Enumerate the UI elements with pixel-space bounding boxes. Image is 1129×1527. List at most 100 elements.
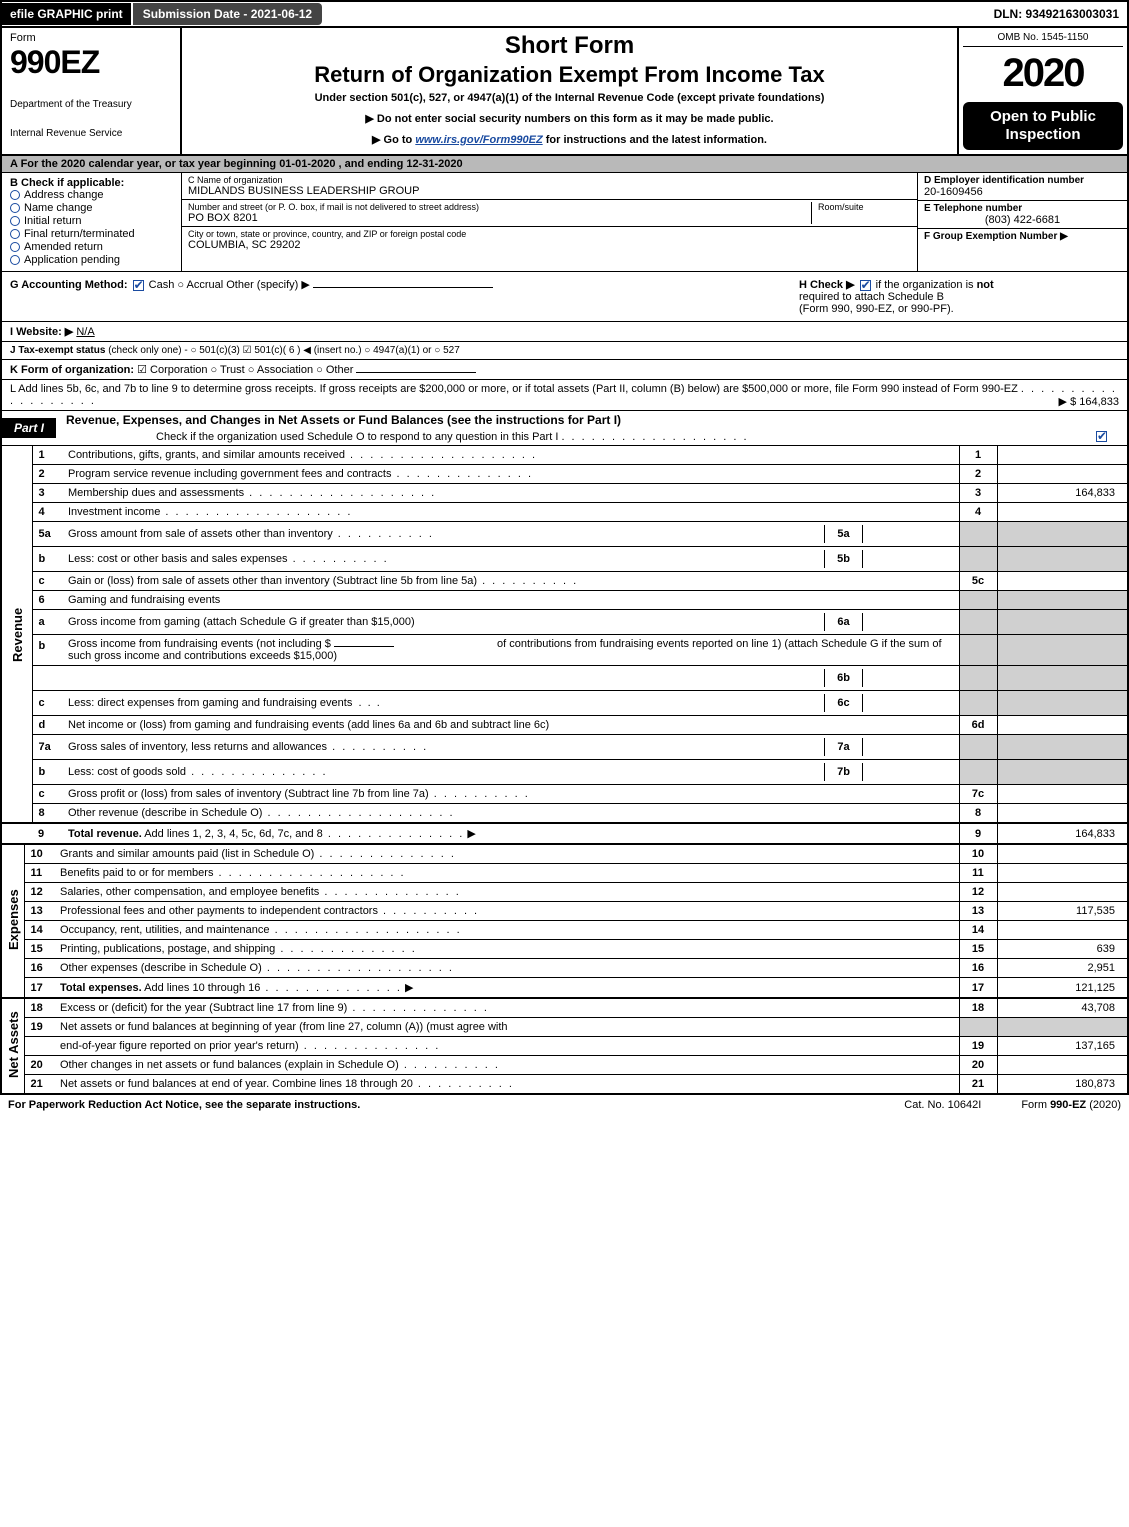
dln: DLN: 93492163003031 [994,7,1127,21]
address-row: Number and street (or P. O. box, if mail… [182,200,917,227]
line-desc: Other expenses (describe in Schedule O) [60,962,262,974]
org-name-row: C Name of organization MIDLANDS BUSINESS… [182,173,917,200]
line-desc: Gross sales of inventory, less returns a… [68,741,327,753]
tax-year: 2020 [963,51,1123,96]
goto-post: for instructions and the latest informat… [543,134,767,146]
line-7b: b Less: cost of goods sold7b [2,760,1127,785]
irs-link[interactable]: www.irs.gov/Form990EZ [415,134,542,146]
line-desc: Gross amount from sale of assets other t… [68,528,333,540]
checkbox-schedo[interactable] [1096,431,1107,442]
line-16-value: 2,951 [997,959,1127,978]
i-label: I Website: ▶ [10,326,73,338]
header-title-block: Short Form Return of Organization Exempt… [182,28,957,154]
chk-final-return[interactable]: Final return/terminated [10,228,173,240]
dots [288,553,389,565]
expenses-vlabel: Expenses [2,844,24,997]
header-form-block: Form 990EZ Department of the Treasury In… [2,28,182,154]
line-16: 16 Other expenses (describe in Schedule … [2,959,1127,978]
chk-label: Address change [24,189,104,201]
line-19b: end-of-year figure reported on prior yea… [2,1037,1127,1056]
line-17-value: 121,125 [997,978,1127,998]
footer-post: (2020) [1086,1099,1121,1111]
line-9: 9 Total revenue. Total revenue. Add line… [2,823,1127,843]
circle-icon [10,255,20,265]
header: Form 990EZ Department of the Treasury In… [2,28,1127,156]
chk-initial-return[interactable]: Initial return [10,215,173,227]
under-section: Under section 501(c), 527, or 4947(a)(1)… [194,92,945,104]
chk-name-change[interactable]: Name change [10,202,173,214]
j-label: J Tax-exempt status [10,345,105,356]
goto-notice: ▶ Go to www.irs.gov/Form990EZ for instru… [194,133,945,146]
line-desc: Grants and similar amounts paid (list in… [60,848,314,860]
ein-value: 20-1609456 [924,186,1121,198]
omb-number: OMB No. 1545-1150 [963,32,1123,47]
line-15: 15 Printing, publications, postage, and … [2,940,1127,959]
dots [477,575,578,587]
dots [262,807,454,819]
header-right-block: OMB No. 1545-1150 2020 Open to Public In… [957,28,1127,154]
dots [275,943,417,955]
line-6c: c Less: direct expenses from gaming and … [2,691,1127,716]
footer: For Paperwork Reduction Act Notice, see … [0,1095,1129,1115]
dept-irs: Internal Revenue Service [10,128,172,139]
efile-print-button[interactable]: efile GRAPHIC print [2,3,131,25]
chk-label: Application pending [24,254,120,266]
dots [333,528,434,540]
line-18-value: 43,708 [997,998,1127,1018]
k-label: K Form of organization: [10,364,134,376]
part1-sub-text: Check if the organization used Schedule … [156,431,558,443]
org-name: MIDLANDS BUSINESS LEADERSHIP GROUP [188,185,911,197]
line-3-value: 164,833 [997,484,1127,503]
paperwork-notice: For Paperwork Reduction Act Notice, see … [8,1099,360,1111]
section-b: B Check if applicable: Address change Na… [2,173,182,271]
checkbox-h[interactable] [860,280,871,291]
chk-amended-return[interactable]: Amended return [10,241,173,253]
circle-icon [10,203,20,213]
line-desc: Less: cost of goods sold [68,766,186,778]
line-13-value: 117,535 [997,902,1127,921]
form-footer: Form 990-EZ (2020) [1021,1099,1121,1111]
line-desc: Benefits paid to or for members [60,867,213,879]
expenses-table: Expenses 10 Grants and similar amounts p… [2,843,1127,997]
dots [323,828,465,840]
d-ein-row: D Employer identification number 20-1609… [918,173,1127,201]
line-6: 6 Gaming and fundraising events [2,591,1127,610]
city-row: City or town, state or province, country… [182,227,917,253]
footer-bold: 990-EZ [1050,1099,1086,1111]
line-desc: Gross profit or (loss) from sales of inv… [68,788,429,800]
chk-application-pending[interactable]: Application pending [10,254,173,266]
dots [429,788,530,800]
j-sub: (check only one) - [108,345,187,356]
line-7a: 7a Gross sales of inventory, less return… [2,735,1127,760]
circle-icon [10,190,20,200]
return-title: Return of Organization Exempt From Incom… [194,62,945,88]
addr-label: Number and street (or P. O. box, if mail… [188,202,911,212]
line-19-value: 137,165 [997,1037,1127,1056]
line-6a: a Gross income from gaming (attach Sched… [2,610,1127,635]
line-2: 2 Program service revenue including gove… [2,465,1127,484]
footer-pre: Form [1021,1099,1050,1111]
line-desc: Gaming and fundraising events [68,594,220,606]
part1-sub: Check if the organization used Schedule … [56,429,1127,445]
dots [186,766,328,778]
chk-label: Initial return [24,215,81,227]
section-c: C Name of organization MIDLANDS BUSINESS… [182,173,917,271]
line-desc: Other changes in net assets or fund bala… [60,1059,399,1071]
line-5a: 5a Gross amount from sale of assets othe… [2,522,1127,547]
line-desc: Professional fees and other payments to … [60,905,378,917]
line-5b: b Less: cost or other basis and sales ex… [2,547,1127,572]
chk-address-change[interactable]: Address change [10,189,173,201]
line-1: Revenue 1 Contributions, gifts, grants, … [2,446,1127,465]
h-schedule-b: H Check ▶ if the organization is not req… [799,278,1119,315]
line-6d: d Net income or (loss) from gaming and f… [2,716,1127,735]
h-text2: required to attach Schedule B [799,291,944,303]
line-12: 12 Salaries, other compensation, and emp… [2,883,1127,902]
checkbox-cash[interactable] [133,280,144,291]
line-desc: end-of-year figure reported on prior yea… [60,1040,299,1052]
f-group-row: F Group Exemption Number ▶ [918,229,1127,244]
goto-pre: ▶ Go to [372,134,415,146]
gh-row: G Accounting Method: Cash ○ Accrual Othe… [2,272,1127,322]
line-9-value: 164,833 [997,823,1127,843]
line-desc: Membership dues and assessments [68,487,244,499]
city-value: COLUMBIA, SC 29202 [188,239,911,251]
